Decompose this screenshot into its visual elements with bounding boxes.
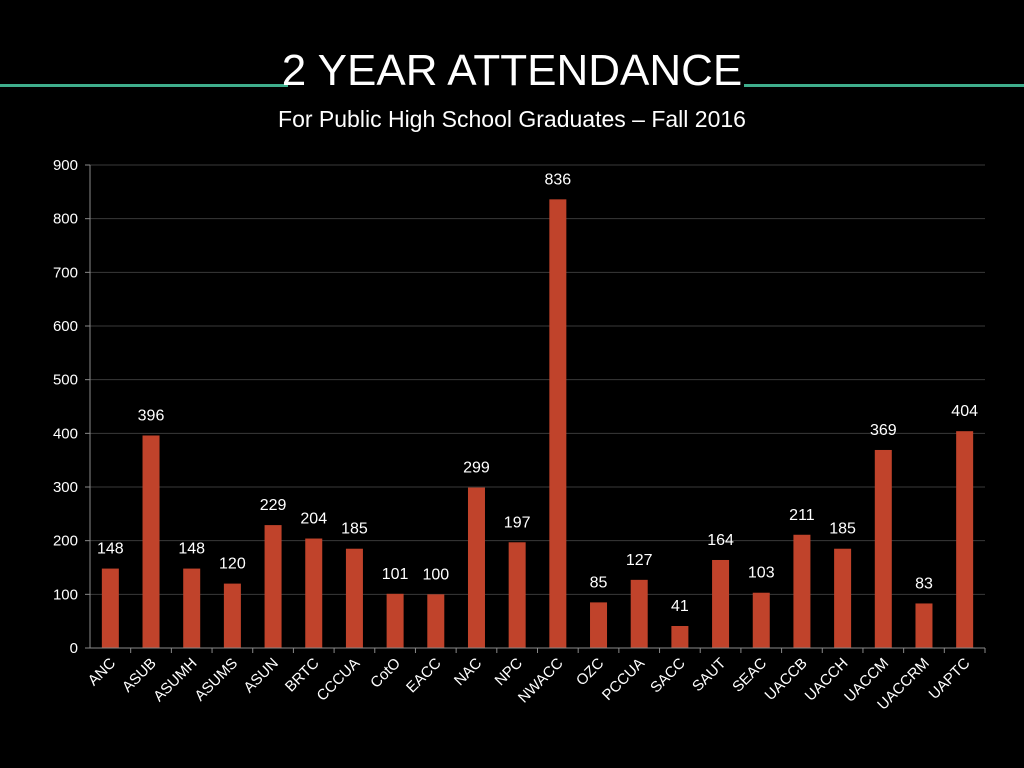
title-rule-right bbox=[744, 84, 1024, 87]
data-label-ASUMS: 120 bbox=[219, 556, 246, 573]
data-label-ASUB: 396 bbox=[138, 407, 165, 424]
data-label-ASUN: 229 bbox=[260, 497, 287, 514]
bar-UACCRM bbox=[915, 603, 933, 648]
x-tick-label-PCCUA: PCCUA bbox=[599, 655, 648, 704]
y-axis: 0 100 200 300 400 500 600 700 800 900 bbox=[53, 157, 91, 657]
bar-UACCM bbox=[874, 449, 892, 648]
x-tick-label-ASUMS: ASUMS bbox=[191, 655, 241, 705]
y-tick-label-1: 100 bbox=[53, 586, 78, 603]
data-label-BRTC: 204 bbox=[300, 511, 327, 528]
y-tick-label-4: 400 bbox=[53, 425, 78, 442]
bar-UACCH bbox=[834, 548, 852, 648]
data-label-NWACC: 836 bbox=[544, 171, 571, 188]
bar-UAPTC bbox=[956, 431, 974, 648]
data-label-EACC: 100 bbox=[422, 566, 449, 583]
x-tick-label-SAUT: SAUT bbox=[689, 655, 729, 695]
data-label-SACC: 41 bbox=[671, 598, 689, 615]
x-tick-label-CCCUA: CCCUA bbox=[314, 655, 364, 705]
x-tick-label-NAC: NAC bbox=[451, 655, 486, 690]
y-tick-label-5: 500 bbox=[53, 372, 78, 389]
x-tick-label-SACC: SACC bbox=[647, 655, 689, 697]
bars bbox=[101, 199, 974, 648]
bar-NAC bbox=[467, 487, 485, 648]
y-tick-label-3: 300 bbox=[53, 479, 78, 496]
data-label-ASUMH: 148 bbox=[178, 541, 205, 558]
x-tick-label-EACC: EACC bbox=[403, 655, 445, 697]
data-label-SEAC: 103 bbox=[748, 565, 775, 582]
data-label-SAUT: 164 bbox=[707, 532, 734, 549]
bar-OZC bbox=[590, 602, 608, 648]
bar-NPC bbox=[508, 542, 526, 648]
data-label-PCCUA: 127 bbox=[626, 552, 653, 569]
x-tick-label-UAPTC: UAPTC bbox=[926, 655, 974, 703]
data-label-UACCM: 369 bbox=[870, 422, 897, 439]
page-subtitle: For Public High School Graduates – Fall … bbox=[278, 106, 746, 132]
data-labels: 148 396 148 120 229 204 185 101 100 299 197 836 85 12… bbox=[97, 171, 978, 615]
data-label-UAPTC: 404 bbox=[951, 403, 978, 420]
x-tick-label-UACCB: UACCB bbox=[762, 655, 811, 704]
data-label-UACCRM: 83 bbox=[915, 575, 933, 592]
bar-ASUN bbox=[264, 525, 282, 648]
data-label-OZC: 85 bbox=[590, 574, 608, 591]
bar-ASUMS bbox=[223, 583, 241, 648]
bar-ASUMH bbox=[183, 568, 201, 648]
y-tick-label-7: 700 bbox=[53, 264, 78, 281]
x-tick-label-ASUN: ASUN bbox=[240, 655, 281, 696]
bar-PCCUA bbox=[630, 579, 648, 648]
data-label-NPC: 197 bbox=[504, 514, 531, 531]
bar-ANC bbox=[101, 568, 119, 648]
data-label-CotO: 101 bbox=[382, 566, 409, 583]
x-tick-label-NPC: NPC bbox=[492, 655, 527, 690]
data-label-CCCUA: 185 bbox=[341, 521, 368, 538]
bar-SACC bbox=[671, 625, 689, 648]
bar-NWACC bbox=[549, 199, 567, 648]
bar-SAUT bbox=[712, 559, 730, 648]
bar-EACC bbox=[427, 594, 445, 648]
x-tick-label-OZC: OZC bbox=[573, 655, 608, 690]
x-tick-label-CotO: CotO bbox=[367, 655, 404, 692]
y-tick-label-2: 200 bbox=[53, 533, 78, 550]
y-tick-label-0: 0 bbox=[70, 640, 78, 657]
page-title: 2 YEAR ATTENDANCE bbox=[281, 46, 743, 95]
grid-lines bbox=[90, 164, 985, 595]
bar-UACCB bbox=[793, 534, 811, 648]
y-tick-label-9: 900 bbox=[53, 157, 78, 174]
title-rule-left bbox=[0, 84, 288, 87]
bar-CotO bbox=[386, 593, 404, 648]
data-label-UACCH: 185 bbox=[829, 521, 856, 538]
bar-ASUB bbox=[142, 435, 160, 648]
bar-BRTC bbox=[305, 538, 323, 648]
x-tick-label-ASUMH: ASUMH bbox=[150, 655, 200, 705]
x-tick-label-NWACC: NWACC bbox=[515, 655, 567, 707]
bar-SEAC bbox=[752, 592, 770, 648]
data-label-NAC: 299 bbox=[463, 460, 490, 477]
y-tick-label-8: 800 bbox=[53, 211, 78, 228]
x-tick-label-ANC: ANC bbox=[85, 655, 120, 690]
bar-CCCUA bbox=[345, 548, 363, 648]
data-label-ANC: 148 bbox=[97, 541, 124, 558]
y-tick-label-6: 600 bbox=[53, 318, 78, 335]
data-label-UACCB: 211 bbox=[789, 507, 815, 524]
